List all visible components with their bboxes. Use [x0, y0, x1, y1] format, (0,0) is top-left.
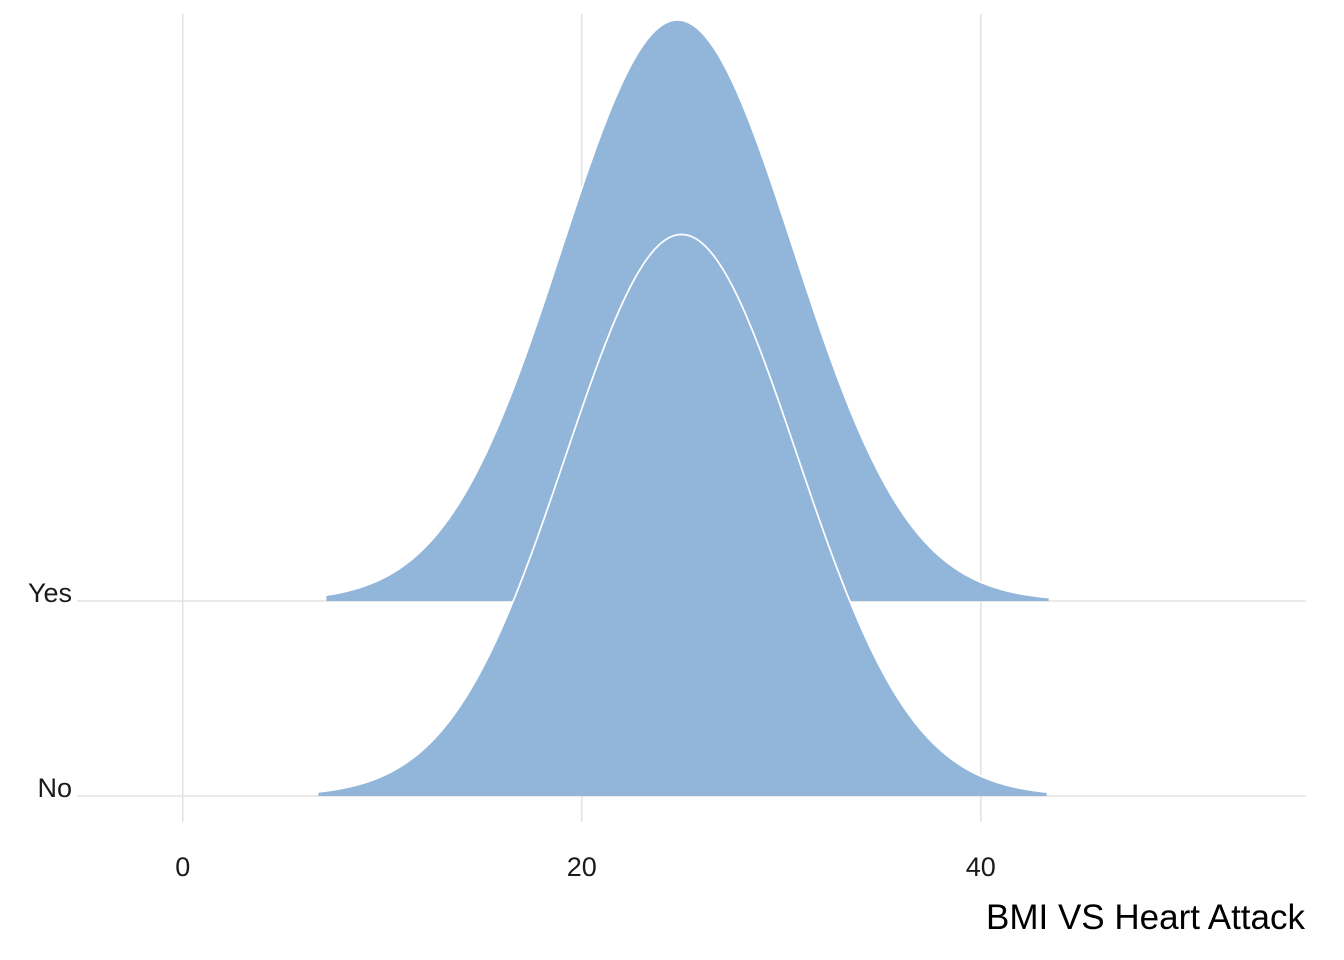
- ridge-outline-no: [318, 233, 1047, 793]
- x-tick-label: 0: [175, 852, 190, 882]
- ridge-outline-yes: [326, 19, 1049, 599]
- x-tick-label: 40: [966, 852, 996, 882]
- x-tick-label: 20: [567, 852, 597, 882]
- x-axis-title: BMI VS Heart Attack: [986, 898, 1305, 937]
- ridge-layer: [318, 19, 1049, 797]
- ridge-area-no: [318, 234, 1047, 797]
- y-tick-label-no: No: [37, 773, 72, 803]
- y-tick-label-yes: Yes: [28, 578, 72, 608]
- y-tick-labels: No Yes: [28, 578, 72, 803]
- x-tick-labels: 0 20 40: [175, 852, 996, 882]
